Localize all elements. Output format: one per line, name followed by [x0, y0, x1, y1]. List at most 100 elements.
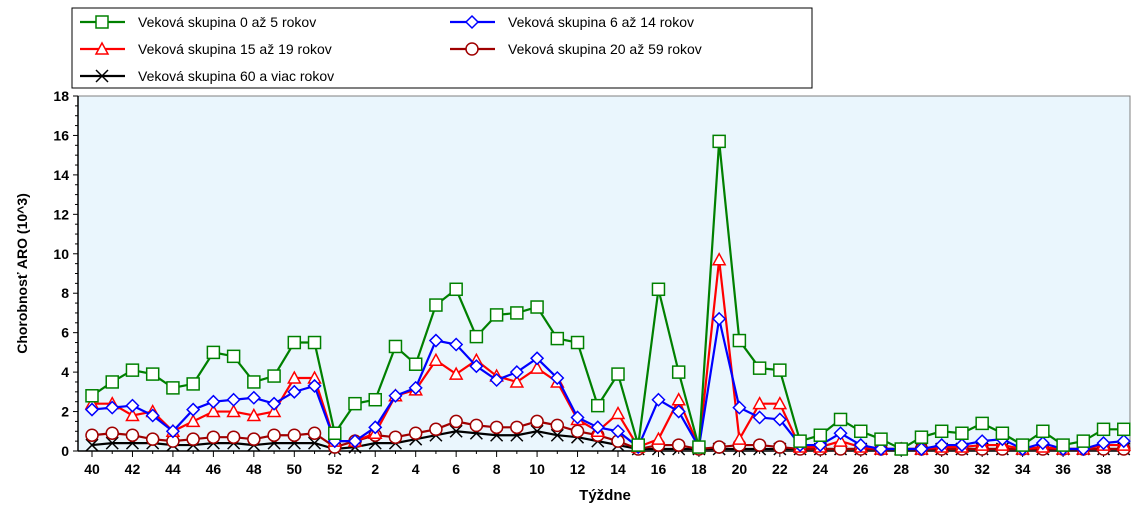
series-group	[84, 134, 1132, 457]
y-axis: 0 2 4 6 8 10 12 14 16 18	[53, 88, 79, 459]
data-point	[408, 380, 423, 395]
data-point	[1096, 436, 1111, 451]
data-point	[145, 408, 160, 423]
x-tick-label: 2	[371, 461, 379, 477]
data-point-stroke	[85, 438, 99, 452]
x-tick-label: 22	[772, 461, 788, 477]
data-point	[530, 351, 545, 366]
data-point	[550, 331, 565, 346]
data-point	[95, 15, 109, 29]
y-tick-label: 14	[53, 167, 69, 183]
data-point	[732, 400, 747, 415]
data-point	[671, 404, 686, 419]
x-tick-label: 26	[853, 461, 869, 477]
data-point	[894, 442, 908, 456]
data-point	[206, 345, 221, 360]
x-axis-label: Týždne	[579, 487, 631, 504]
data-point	[328, 426, 342, 440]
y-axis-label: Chorobnosť ARO (10^3)	[14, 193, 30, 354]
data-point	[914, 430, 929, 444]
data-point	[246, 390, 261, 405]
data-point	[206, 394, 221, 409]
data-point	[1096, 422, 1111, 437]
data-point	[226, 430, 241, 444]
data-point	[712, 311, 727, 326]
data-point	[530, 414, 544, 429]
data-point	[226, 349, 241, 364]
data-point	[125, 398, 140, 413]
series-1	[85, 134, 1131, 456]
data-point	[550, 418, 565, 433]
data-point	[348, 396, 362, 411]
y-tick-label: 8	[61, 285, 69, 301]
x-tick-label: 50	[287, 461, 303, 477]
data-point	[833, 426, 848, 441]
data-point	[94, 41, 110, 55]
data-point	[95, 69, 109, 83]
data-point	[914, 441, 929, 457]
data-point	[509, 374, 525, 388]
y-tick-label: 4	[61, 364, 69, 380]
x-axis: 40 42 44 46 48 50 52 2 4 6 8 10 12 14 16 18 20 22 24 26 28 30…	[78, 450, 1130, 477]
data-point	[934, 438, 949, 453]
legend-item-4: Veková skupina 20 až 59 rokov	[450, 41, 702, 57]
x-tick-label: 34	[1015, 461, 1031, 477]
data-point	[408, 357, 423, 371]
data-point	[307, 378, 322, 393]
data-point	[105, 426, 119, 440]
data-point	[368, 420, 383, 435]
x-tick-label: 14	[610, 461, 626, 477]
data-point	[712, 134, 726, 149]
data-point	[428, 333, 443, 348]
x-tick-label: 36	[1055, 461, 1071, 477]
data-point	[449, 424, 463, 438]
data-point	[1116, 434, 1131, 449]
data-point	[186, 402, 201, 417]
legend-item-2: Veková skupina 6 až 14 rokov	[450, 14, 694, 30]
data-point	[591, 398, 605, 413]
data-point	[186, 377, 200, 391]
data-point	[267, 369, 281, 383]
data-point	[307, 426, 322, 440]
data-point	[246, 407, 262, 422]
x-tick-label: 32	[974, 461, 990, 477]
x-tick-label: 20	[732, 461, 748, 477]
data-point	[510, 306, 524, 320]
data-point	[428, 352, 444, 367]
series-line	[91, 420, 1124, 451]
data-point	[793, 434, 807, 448]
data-point-stroke	[105, 436, 119, 450]
data-point	[954, 438, 969, 453]
data-point	[874, 432, 888, 446]
x-tick-label: 48	[246, 461, 262, 477]
x-tick-label: 6	[452, 461, 460, 477]
data-point	[651, 392, 666, 407]
data-point	[145, 432, 160, 446]
data-point-stroke	[449, 424, 463, 438]
data-point	[570, 410, 585, 425]
x-tick-label: 16	[651, 461, 667, 477]
data-point	[509, 365, 524, 380]
data-point	[995, 426, 1010, 440]
data-point	[854, 424, 868, 439]
data-point	[772, 396, 788, 410]
data-point	[752, 438, 767, 452]
data-point	[489, 420, 504, 435]
y-tick-label: 0	[61, 443, 69, 459]
x-tick-label: 38	[1096, 461, 1112, 477]
data-point	[267, 428, 281, 442]
data-point	[550, 370, 565, 386]
data-point	[1076, 434, 1091, 448]
data-point	[226, 403, 241, 418]
y-tick-label: 6	[61, 325, 69, 341]
data-point	[590, 420, 605, 435]
data-point	[84, 402, 100, 417]
data-point	[752, 410, 767, 425]
data-point	[85, 428, 99, 442]
data-point-stroke	[550, 428, 564, 442]
series-line	[92, 259, 1124, 452]
legend-item-5: Veková skupina 60 a viac rokov	[80, 68, 334, 84]
y-tick-label: 10	[53, 246, 69, 262]
